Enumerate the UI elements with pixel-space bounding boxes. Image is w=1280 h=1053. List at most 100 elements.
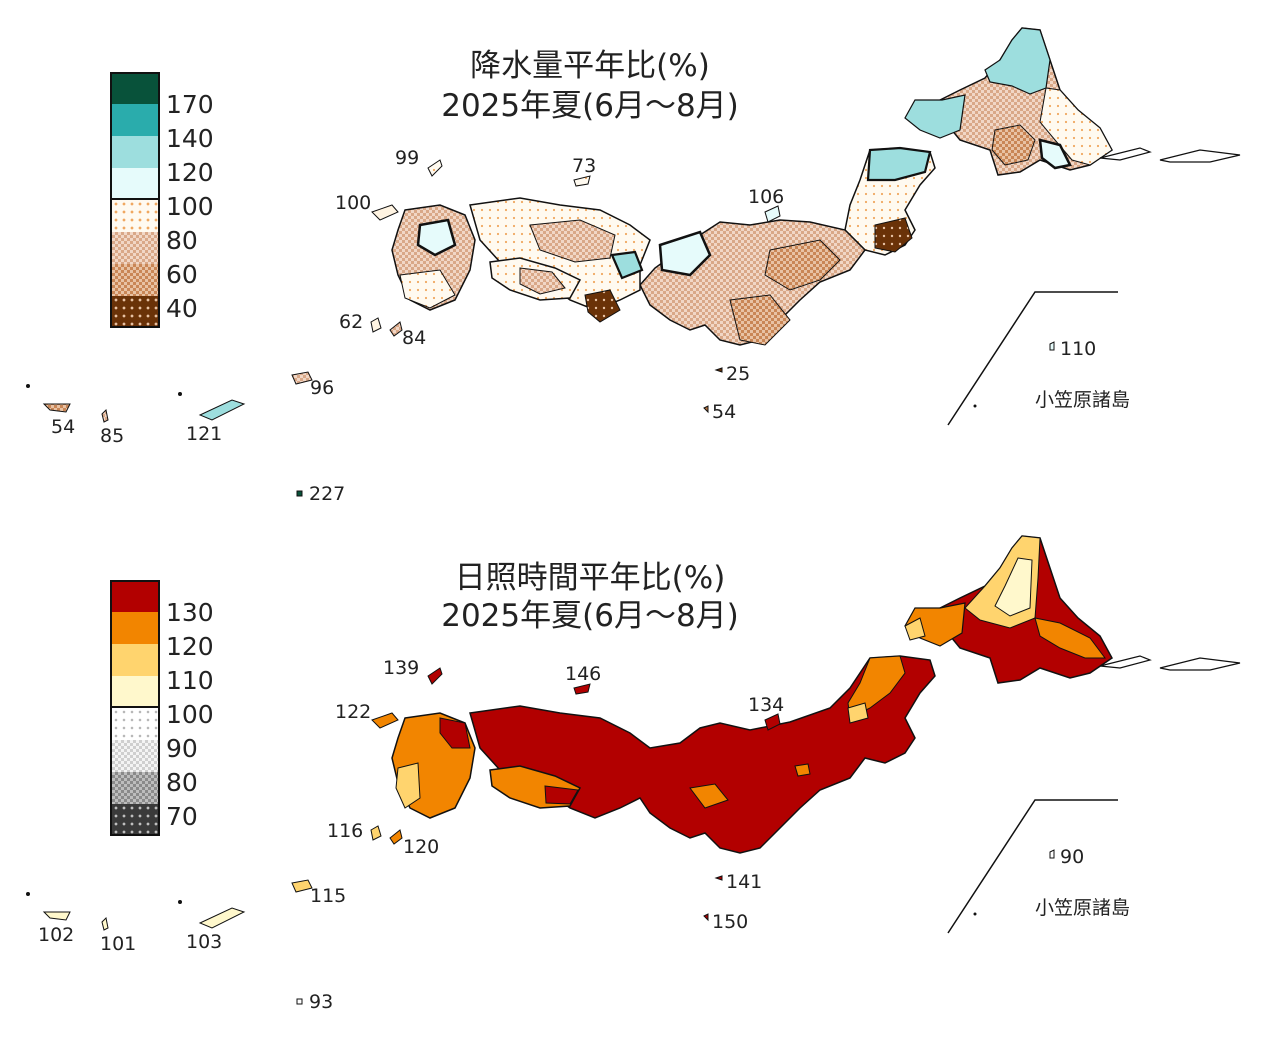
station-miyako: 85 — [100, 425, 124, 447]
sunshine-legend-swatch-5 — [110, 708, 160, 740]
hokkaido-central-brown — [991, 124, 1036, 166]
station-daito: 227 — [309, 483, 345, 505]
station-chichijima: 90 — [1060, 846, 1084, 868]
islet-dot — [178, 900, 182, 904]
precip-legend-swatch-7 — [110, 264, 160, 296]
sunshine-legend-swatch-1 — [110, 580, 160, 612]
kii-brown — [584, 289, 621, 323]
station-yaeyama: 54 — [51, 416, 75, 438]
station-sado: 134 — [748, 694, 784, 716]
precip-legend-swatch-1 — [110, 72, 160, 104]
oki-island — [573, 175, 591, 187]
daito-island — [296, 490, 303, 497]
precip-legend-label-6: 60 — [166, 260, 198, 289]
precip-subtitle: 2025年夏(6月～8月) — [441, 88, 739, 124]
shikoku-east — [544, 785, 579, 805]
yonaguni-dot — [26, 384, 30, 388]
daito-island — [296, 998, 303, 1005]
hokkaido-southwest — [904, 94, 966, 139]
tohoku-east-brown — [874, 217, 913, 253]
amami-island — [291, 879, 313, 893]
izu-south-island — [703, 405, 709, 414]
bonin-dot — [973, 912, 977, 916]
tanegashima-island — [389, 829, 403, 845]
sunshine-legend-swatch-3 — [110, 644, 160, 676]
sunshine-legend-swatch-8 — [110, 804, 160, 836]
sunshine-legend-label-3: 110 — [166, 666, 214, 695]
precip-legend-label-1: 170 — [166, 90, 214, 119]
precip-legend-label-3: 120 — [166, 158, 214, 187]
station-okinawa: 121 — [186, 423, 222, 445]
central-orange-spot — [794, 763, 811, 777]
bonin-label: 小笠原諸島 — [1035, 897, 1130, 919]
station-koshiki: 62 — [339, 311, 363, 333]
sunshine-legend — [110, 580, 162, 836]
precipitation-map: 小笠原諸島 99 73 106 100 62 84 25 54 96 121 8… — [26, 27, 1241, 505]
station-okinawa: 103 — [186, 931, 222, 953]
miyako-island — [101, 916, 109, 931]
station-chichijima: 110 — [1060, 338, 1096, 360]
station-izu-hachijo: 141 — [726, 871, 762, 893]
koshiki-island — [370, 825, 382, 841]
station-tsushima: 139 — [383, 657, 419, 679]
shikoku-pink — [519, 267, 566, 295]
chubu-orange — [689, 783, 729, 809]
sunshine-legend-label-4: 100 — [166, 700, 214, 729]
chugoku-pink — [529, 219, 616, 263]
hokuriku-wet — [658, 230, 712, 277]
precip-legend-label-2: 140 — [166, 124, 214, 153]
goto-island — [371, 204, 399, 221]
kyushu-north-wet — [416, 218, 457, 257]
station-oki: 146 — [565, 663, 601, 685]
tohoku-west-light — [847, 702, 869, 724]
tanegashima-island — [389, 321, 403, 337]
oki-island — [573, 683, 591, 695]
bonin-label: 小笠原諸島 — [1035, 389, 1130, 411]
station-tanegashima: 120 — [403, 836, 439, 858]
hokkaido-north-wet — [984, 27, 1051, 95]
goto-island — [371, 712, 399, 729]
hokkaido-east-wet — [1038, 138, 1072, 170]
bonin-inset-frame — [947, 799, 1118, 934]
sunshine-title: 日照時間平年比(%) — [454, 560, 726, 596]
amami-island — [291, 371, 313, 385]
sunshine-legend-label-7: 70 — [166, 802, 198, 831]
precip-legend-swatch-2 — [110, 104, 160, 136]
hokkaido-north-pale — [994, 557, 1033, 617]
okinawa-island — [198, 907, 246, 929]
precipitation-panel: 小笠原諸島 99 73 106 100 62 84 25 54 96 121 8… — [0, 0, 1280, 508]
koshiki-island — [370, 317, 382, 333]
miyako-island — [101, 408, 109, 423]
precip-title: 降水量平年比(%) — [470, 48, 710, 84]
station-izu-south: 54 — [712, 401, 736, 423]
chichijima-island — [1049, 341, 1055, 351]
station-izu-south: 150 — [712, 911, 748, 933]
kinki-wet — [610, 250, 644, 280]
sunshine-legend-label-2: 120 — [166, 632, 214, 661]
tohoku-north-wet — [866, 146, 932, 182]
islet-dot — [178, 392, 182, 396]
station-miyako: 101 — [100, 933, 136, 955]
station-koshiki: 116 — [327, 820, 363, 842]
tohoku-north-orange — [847, 655, 906, 719]
station-tsushima: 99 — [395, 147, 419, 169]
izu-hachijo-island — [714, 875, 723, 881]
kanto-brown — [729, 294, 791, 346]
station-amami: 96 — [310, 377, 334, 399]
sunshine-map: 小笠原諸島 139 146 134 122 116 120 141 150 11… — [26, 535, 1241, 1013]
bonin-inset-frame — [947, 291, 1118, 426]
precip-legend-swatch-3 — [110, 136, 160, 168]
precip-legend-label-4: 100 — [166, 192, 214, 221]
station-oki: 73 — [572, 155, 596, 177]
sunshine-subtitle: 2025年夏(6月～8月) — [441, 598, 739, 634]
kyushu-west-light — [395, 762, 421, 809]
yonaguni-dot — [26, 892, 30, 896]
kuril-islands — [1099, 147, 1241, 163]
station-yaeyama: 102 — [38, 924, 74, 946]
izu-south-island — [703, 913, 709, 922]
tsushima-island — [427, 159, 443, 177]
sunshine-legend-swatch-4 — [110, 676, 160, 708]
okinawa-island — [198, 399, 246, 421]
sunshine-legend-label-5: 90 — [166, 734, 198, 763]
kuril-islands — [1099, 655, 1241, 671]
